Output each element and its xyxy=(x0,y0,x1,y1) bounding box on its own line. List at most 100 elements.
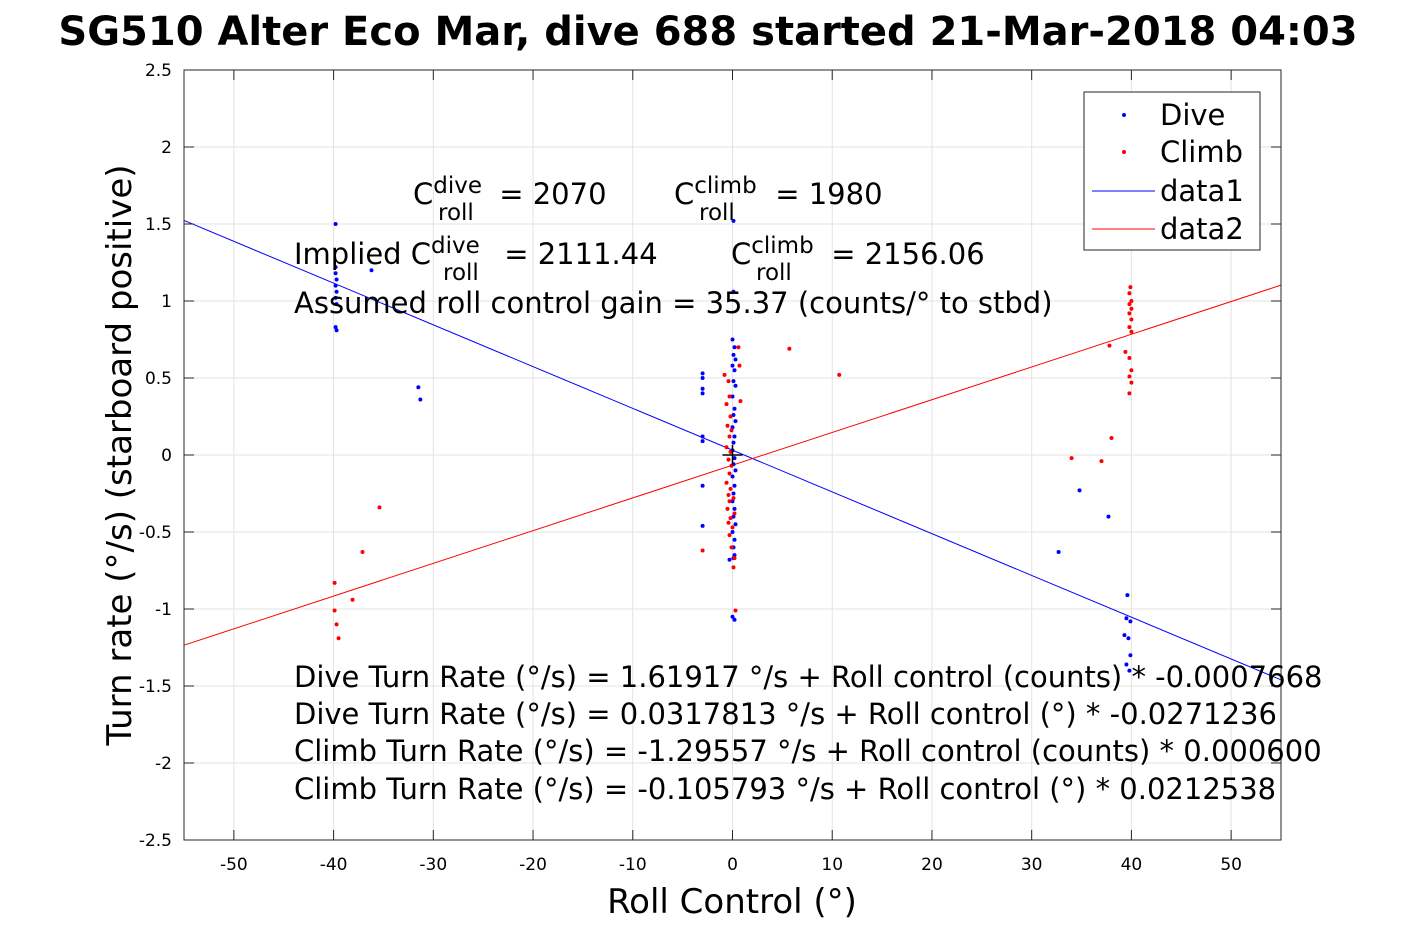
dive-point xyxy=(333,271,338,276)
climb-point xyxy=(1127,374,1132,379)
climb-point xyxy=(724,445,729,450)
x-tick-label: -40 xyxy=(320,855,348,875)
implied-climb-annotation: Cclimb roll = 2156.06 xyxy=(731,233,985,286)
dive-point xyxy=(733,468,738,473)
y-tick-label: 0.5 xyxy=(145,369,172,389)
dive-point xyxy=(731,514,736,519)
climb-point xyxy=(1129,368,1134,373)
x-tick-label: 40 xyxy=(1121,855,1143,875)
dive-point xyxy=(732,483,737,488)
dive-point xyxy=(700,376,705,380)
climb-point xyxy=(726,520,731,525)
climb-point xyxy=(787,346,792,351)
climb-point xyxy=(728,486,733,491)
dive-point xyxy=(416,385,421,390)
climb-point xyxy=(360,550,365,555)
dive-point xyxy=(730,614,735,619)
y-tick-label: 0 xyxy=(161,446,172,466)
dive-point xyxy=(700,386,705,391)
dive-point xyxy=(1124,616,1129,621)
climb-point xyxy=(731,565,736,570)
climb-point xyxy=(1128,285,1133,290)
climb-point xyxy=(725,423,730,428)
x-axis-label: Roll Control (°) xyxy=(607,882,857,922)
climb-point xyxy=(1129,299,1134,303)
tick-labels: -50 -40 -30 -20 -10 0 10 20 30 40 50-2.5-2-1.5-1-0… xyxy=(139,61,1281,875)
climb-point xyxy=(724,402,729,407)
climb-point xyxy=(722,372,727,377)
dive-point xyxy=(418,397,423,402)
dive-point xyxy=(732,553,737,558)
climb-point xyxy=(1123,349,1128,354)
dive-point xyxy=(732,406,737,411)
dive-point xyxy=(732,345,737,350)
climb-point xyxy=(1127,291,1132,296)
y-tick-label: -2.5 xyxy=(139,831,172,851)
dive-point xyxy=(334,289,339,294)
dive-point xyxy=(730,425,735,430)
climb-point xyxy=(726,457,731,462)
climb-point xyxy=(1127,302,1132,307)
x-tick-label: -20 xyxy=(519,855,547,875)
climb-point xyxy=(728,516,733,521)
climb-point xyxy=(726,493,731,498)
dive-point xyxy=(333,325,338,330)
dive-point xyxy=(334,302,339,307)
dive-point xyxy=(730,530,735,534)
dive-point xyxy=(1125,593,1130,598)
dive-point xyxy=(700,434,705,439)
annotation-text: Cdive roll = 2070 Cclimb roll = 1980 Impli… xyxy=(294,173,1322,806)
dive-point xyxy=(334,328,339,333)
climb-point xyxy=(1127,325,1132,330)
climb-point xyxy=(1099,459,1104,464)
y-axis-label: Turn rate (°/s) (starboard positive) xyxy=(100,164,140,746)
legend-box xyxy=(1083,91,1261,251)
y-tick-label: -1.5 xyxy=(139,677,172,697)
x-tick-label: 50 xyxy=(1220,855,1242,875)
dive-point xyxy=(700,483,705,488)
climb-point xyxy=(724,480,729,485)
origin-marker xyxy=(722,445,743,465)
climb-point xyxy=(727,394,732,399)
gain-annotation: Assumed roll control gain = 35.37 (count… xyxy=(294,286,1053,320)
x-tick-label: -30 xyxy=(419,855,447,875)
y-tick-label: -2 xyxy=(155,754,172,774)
dive-point xyxy=(700,523,705,528)
climb-point xyxy=(336,636,341,641)
dive-point xyxy=(1077,488,1082,493)
x-tick-label: 30 xyxy=(1021,855,1043,875)
dive-point xyxy=(333,222,338,226)
x-tick-label: 0 xyxy=(727,855,738,875)
legend: Dive Climb data1 data2 xyxy=(1083,91,1261,251)
climb-point xyxy=(726,379,731,384)
equation-line: Dive Turn Rate (°/s) = 1.61917 °/s + Rol… xyxy=(294,660,1322,694)
climb-point xyxy=(700,548,705,553)
dive-point xyxy=(334,277,339,282)
dive-point xyxy=(333,295,338,300)
dive-point xyxy=(700,391,705,396)
climb-point xyxy=(350,597,355,602)
dive-point xyxy=(733,383,738,388)
climb-point xyxy=(727,499,732,504)
climb-point xyxy=(729,545,734,550)
y-tick-label: 1.5 xyxy=(145,215,172,235)
x-tick-label: -10 xyxy=(619,855,647,875)
climb-point xyxy=(727,471,732,476)
dive-point xyxy=(731,379,736,384)
dive-point xyxy=(1128,619,1133,624)
dive-point xyxy=(1126,636,1131,641)
dive-point xyxy=(1056,550,1061,555)
chart-title: SG510 Alter Eco Mar, dive 688 started 21… xyxy=(58,9,1357,55)
dive-point xyxy=(731,289,736,294)
x-tick-label: -50 xyxy=(220,855,248,875)
data-points xyxy=(332,218,1134,673)
climb-point xyxy=(837,372,842,377)
climb-point xyxy=(1129,329,1134,334)
climb-point xyxy=(1127,391,1132,396)
y-tick-label: -0.5 xyxy=(139,523,172,543)
legend-data1-label: data1 xyxy=(1160,174,1244,208)
climb-point xyxy=(727,434,732,439)
climb-point xyxy=(1129,380,1134,385)
y-tick-label: 2.5 xyxy=(145,61,172,81)
dive-point xyxy=(733,419,738,424)
